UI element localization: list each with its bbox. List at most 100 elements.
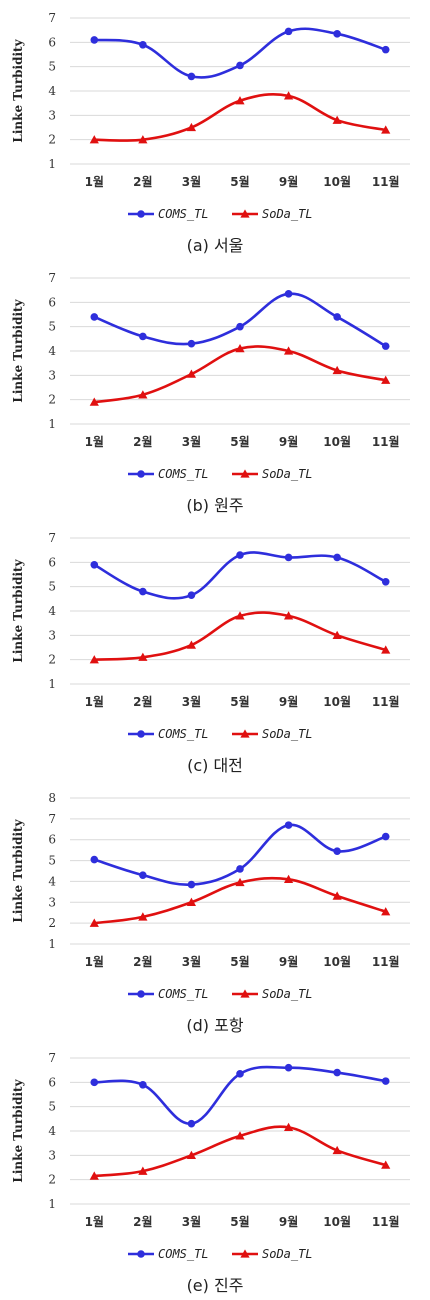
x-tick-label: 5월	[230, 694, 249, 709]
y-tick-label: 4	[48, 84, 56, 98]
coms-point	[236, 1070, 244, 1078]
legend-label: SoDa_TL	[262, 467, 313, 481]
x-tick-label: 5월	[230, 434, 249, 449]
soda-point	[332, 1145, 342, 1155]
coms-point	[139, 871, 147, 879]
y-axis-label: Linke Turbidity	[11, 818, 25, 922]
soda-point	[283, 611, 294, 620]
x-tick-label: 1월	[85, 694, 104, 709]
x-tick-label: 2월	[133, 1214, 152, 1229]
x-tick-label: 9월	[279, 954, 298, 969]
soda-point	[89, 1171, 99, 1180]
x-tick-label: 1월	[85, 434, 104, 449]
coms-point	[236, 551, 244, 559]
y-tick-label: 7	[48, 271, 56, 285]
soda-point	[235, 877, 245, 887]
x-tick-label: 5월	[230, 174, 249, 189]
y-tick-label: 4	[48, 874, 56, 888]
legend-marker-circle	[137, 730, 145, 738]
coms-point	[139, 40, 147, 49]
x-tick-label: 11월	[372, 954, 400, 969]
y-tick-label: 5	[48, 60, 56, 74]
chart-caption: (d) 포항	[186, 1016, 244, 1035]
chart-svg: 1 2 3 4 5 6 7 Linke Turbidity 1월 2월 3월 5월 9월 10월 11월 CO…	[11, 271, 410, 481]
coms-point	[284, 290, 293, 298]
chart-caption: (a) 서울	[186, 236, 244, 255]
x-tick-label: 3월	[182, 694, 201, 709]
coms-point	[333, 313, 341, 321]
soda-point	[381, 645, 391, 654]
chart-panel-jinju: 1 2 3 4 5 6 7 Linke Turbidity 1월 2월 3월 5월 9월 10월 11월 CO…	[0, 1042, 430, 1300]
chart-panel-seoul: 1 2 3 4 5 6 7 Linke Turbidity 1월 2월 3월 5월 9월 10월 11월 CO…	[0, 2, 430, 260]
y-tick-label: 8	[48, 791, 56, 805]
y-tick-label: 2	[48, 1173, 56, 1187]
legend-marker-circle	[137, 210, 145, 218]
soda-point	[138, 912, 148, 921]
coms-point	[139, 332, 147, 341]
coms-point	[333, 847, 341, 855]
y-tick-label: 5	[48, 1100, 56, 1114]
chart-svg: 1 2 3 4 5 6 7 Linke Turbidity 1월 2월 3월 5월 9월 10월 11월 CO…	[11, 11, 410, 221]
coms-point	[381, 45, 390, 54]
soda-point	[381, 1160, 391, 1169]
soda-point	[186, 640, 197, 649]
soda-point	[283, 346, 294, 355]
y-tick-label: 5	[48, 580, 56, 594]
coms-point	[90, 1078, 99, 1087]
y-tick-label: 1	[48, 157, 56, 171]
legend-label: COMS_TL	[158, 207, 209, 221]
x-tick-label: 1월	[85, 1214, 104, 1229]
legend-marker-triangle	[240, 209, 250, 218]
soda-point	[89, 397, 99, 406]
x-tick-label: 3월	[182, 954, 201, 969]
coms-point	[333, 553, 341, 562]
y-axis-label: Linke Turbidity	[11, 1078, 25, 1182]
soda-point	[235, 96, 245, 105]
coms-point	[381, 578, 390, 586]
x-tick-label: 1월	[85, 174, 104, 189]
x-tick-label: 1월	[85, 954, 104, 969]
chart-panel-pohang: 1 2 3 4 5 6 7 8 Linke Turbidity 1월 2월 3월 5월 9월 10월 11월 C…	[0, 782, 430, 1040]
x-tick-label: 10월	[323, 174, 351, 189]
x-tick-label: 3월	[182, 174, 201, 189]
soda-point	[235, 343, 245, 353]
coms-tl-line	[93, 823, 387, 886]
soda-point	[186, 1150, 197, 1160]
y-tick-label: 1	[48, 937, 56, 951]
y-tick-label: 3	[48, 368, 56, 382]
soda-point	[89, 918, 99, 927]
coms-point	[381, 1077, 390, 1085]
y-tick-label: 4	[48, 1124, 56, 1138]
chart-caption: (e) 진주	[186, 1276, 244, 1295]
soda-point	[332, 115, 342, 124]
y-tick-label: 6	[48, 555, 56, 569]
coms-point	[187, 591, 196, 599]
soda-point	[186, 122, 197, 132]
x-tick-label: 2월	[133, 434, 152, 449]
chart-svg: 1 2 3 4 5 6 7 Linke Turbidity 1월 2월 3월 5월 9월 10월 11월 CO…	[11, 531, 410, 741]
x-tick-label: 10월	[323, 694, 351, 709]
legend-label: SoDa_TL	[262, 987, 313, 1001]
y-tick-label: 2	[48, 393, 56, 407]
y-tick-label: 1	[48, 677, 56, 691]
soda-point	[186, 369, 197, 378]
coms-point	[236, 61, 244, 70]
soda-point	[138, 135, 148, 144]
y-tick-label: 6	[48, 833, 56, 847]
soda-point	[381, 907, 391, 916]
y-tick-label: 3	[48, 1148, 56, 1162]
soda-point	[235, 611, 245, 620]
x-tick-label: 2월	[133, 694, 152, 709]
y-tick-label: 7	[48, 1051, 56, 1065]
coms-point	[90, 560, 99, 569]
y-tick-label: 3	[48, 108, 56, 122]
soda-point	[235, 1131, 245, 1140]
y-tick-label: 3	[48, 895, 56, 909]
coms-point	[187, 880, 196, 889]
y-tick-label: 4	[48, 604, 56, 618]
coms-point	[236, 322, 244, 331]
x-tick-label: 9월	[279, 694, 298, 709]
soda-point	[89, 655, 99, 664]
legend-label: COMS_TL	[158, 467, 209, 481]
y-tick-label: 2	[48, 916, 56, 930]
